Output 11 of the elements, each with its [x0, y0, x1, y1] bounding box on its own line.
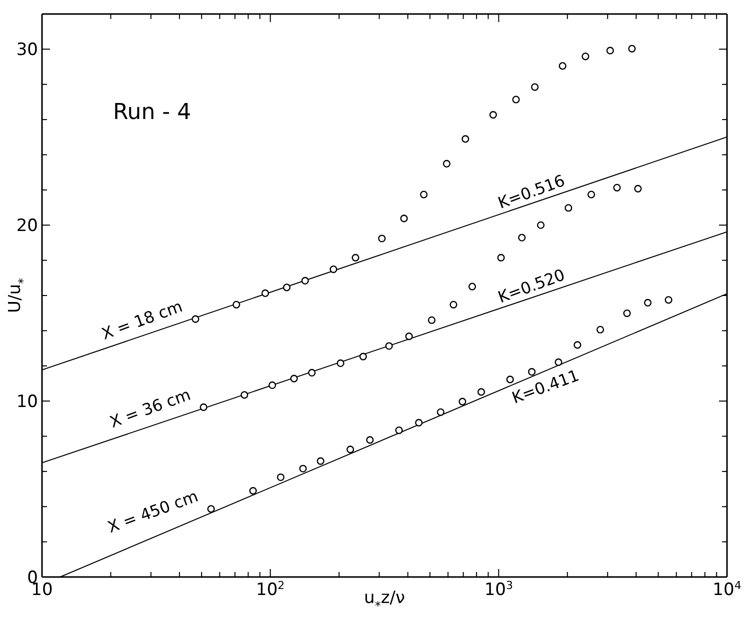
- text: X = 18 cm: [98, 296, 185, 343]
- x-tick-label: 10$^{4}$: [712, 578, 742, 600]
- x-tick-label: 10$^{3}$: [484, 578, 513, 600]
- text: Run - 4: [113, 100, 192, 125]
- text: X = 450 cm: [104, 486, 200, 536]
- y-tick-label: 30: [16, 40, 38, 60]
- y-tick-label: 20: [16, 216, 38, 236]
- text: X = 36 cm: [107, 384, 193, 432]
- x-tick-label: 10$^{2}$: [256, 578, 285, 600]
- y-tick-label: 10: [16, 392, 38, 412]
- x-axis-title: u$_{*}$z/ν: [364, 588, 405, 613]
